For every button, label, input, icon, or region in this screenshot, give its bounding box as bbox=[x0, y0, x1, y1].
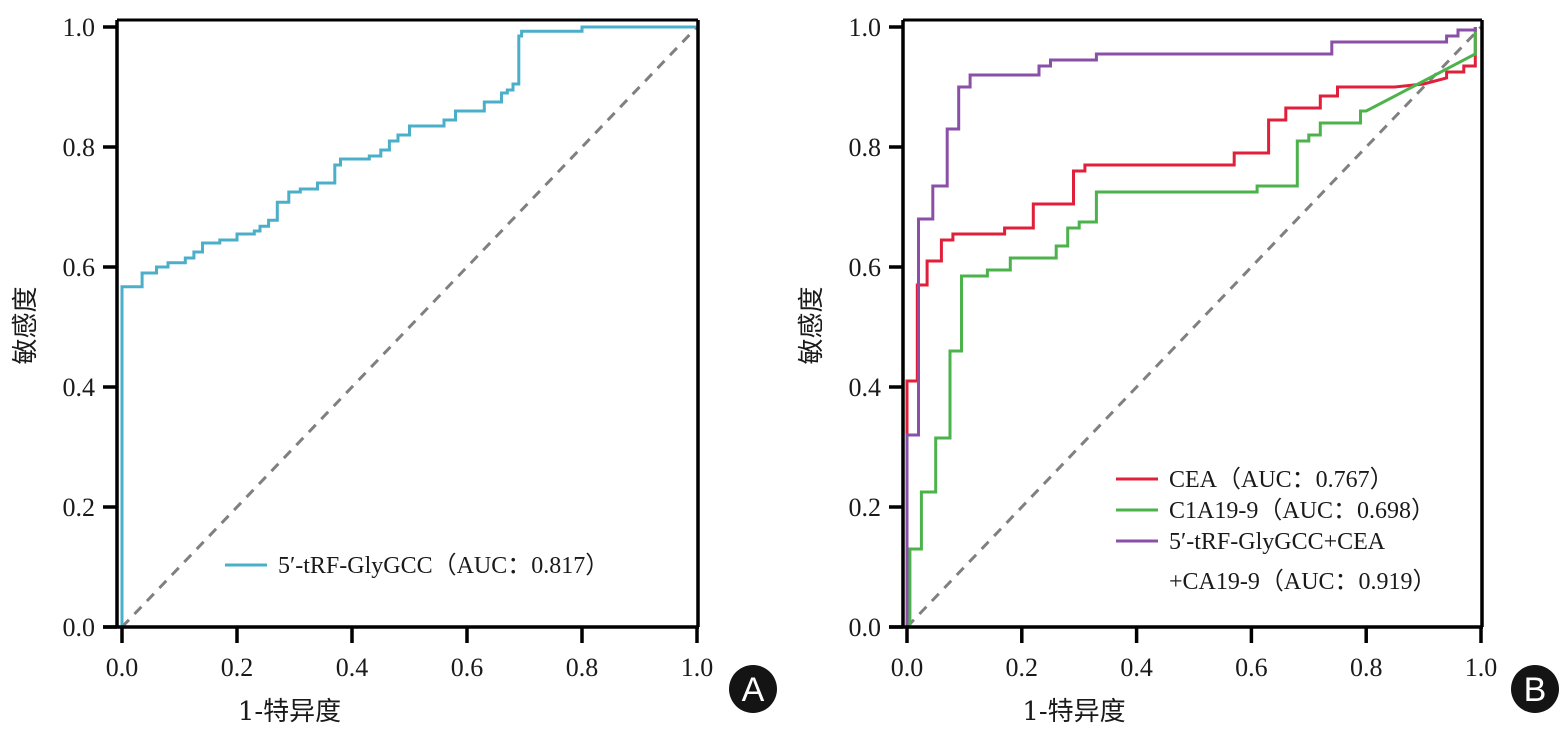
panel-badge-a: A bbox=[729, 665, 777, 713]
x-tick-label: 1.0 bbox=[1465, 653, 1498, 682]
x-tick-label: 0.0 bbox=[891, 653, 924, 682]
roc-curve-2 bbox=[907, 27, 1477, 629]
x-tick-label: 0.4 bbox=[336, 653, 369, 682]
y-axis-title-a: 敏感度 bbox=[11, 286, 41, 364]
y-tick-label: 0.2 bbox=[63, 493, 96, 522]
x-tick-label: 0.8 bbox=[566, 653, 599, 682]
x-axis-title-b: 1-特异度 bbox=[1022, 697, 1125, 727]
y-tick-label: 0.8 bbox=[849, 133, 882, 162]
y-tick-label: 0.6 bbox=[849, 253, 882, 282]
badge-circle bbox=[729, 665, 777, 713]
y-tick-label: 0.4 bbox=[63, 373, 96, 402]
badge-circle bbox=[1511, 665, 1559, 713]
x-axis-title-a: 1-特异度 bbox=[238, 697, 341, 727]
y-tick-label: 0.4 bbox=[849, 373, 882, 402]
x-tick-label: 0.8 bbox=[1350, 653, 1383, 682]
x-tick-label: 1.0 bbox=[681, 653, 714, 682]
panel-b: 0.0 0.2 0.4 0.6 0.8 1.0 0.0 0.2 0.4 0.6 0.8 1.0 CEA（… bbox=[797, 13, 1559, 727]
x-tick-label: 0.2 bbox=[221, 653, 254, 682]
y-tick-label: 0.2 bbox=[849, 493, 882, 522]
x-tick-label: 0.6 bbox=[1235, 653, 1268, 682]
y-tick-label: 0.6 bbox=[63, 253, 96, 282]
reference-diagonal-line bbox=[120, 25, 699, 629]
roc-curve-1 bbox=[905, 27, 1477, 627]
plot-area-a: 0.0 0.2 0.4 0.6 0.8 1.0 0.0 0.2 0.4 0.6 0.8 1.0 5′-t… bbox=[63, 13, 714, 682]
legend-label-1: 5′-tRF-GlyGCC（AUC：0.817） bbox=[278, 553, 609, 579]
x-tick-label: 0.0 bbox=[106, 653, 139, 682]
y-tick-label: 1.0 bbox=[63, 13, 96, 42]
x-tick-label: 0.6 bbox=[451, 653, 484, 682]
y-tick-label: 0.0 bbox=[63, 613, 96, 642]
panel-a: 0.0 0.2 0.4 0.6 0.8 1.0 0.0 0.2 0.4 0.6 0.8 1.0 5′-t… bbox=[11, 13, 777, 727]
reference-diagonal-line bbox=[905, 25, 1483, 629]
legend-label-3: 5′-tRF-GlyGCC+CEA bbox=[1169, 529, 1386, 555]
roc-curve-3 bbox=[905, 27, 1477, 627]
legend-label-3: +CA19-9（AUC：0.919） bbox=[1169, 569, 1437, 595]
y-tick-label: 0.0 bbox=[849, 613, 882, 642]
badge-letter: B bbox=[1524, 671, 1547, 709]
plot-area-b: 0.0 0.2 0.4 0.6 0.8 1.0 0.0 0.2 0.4 0.6 0.8 1.0 CEA（… bbox=[849, 13, 1498, 682]
x-tick-label: 0.2 bbox=[1006, 653, 1039, 682]
legend-label-1: CEA（AUC：0.767） bbox=[1169, 467, 1394, 493]
roc-curve-1 bbox=[120, 25, 697, 627]
badge-letter: A bbox=[742, 671, 765, 709]
legend-label-2: C1A19-9（AUC：0.698） bbox=[1169, 498, 1435, 524]
x-tick-label: 0.4 bbox=[1120, 653, 1153, 682]
y-tick-label: 1.0 bbox=[849, 13, 882, 42]
y-tick-label: 0.8 bbox=[63, 133, 96, 162]
y-axis-title-b: 敏感度 bbox=[797, 286, 827, 364]
panel-badge-b: B bbox=[1511, 665, 1559, 713]
